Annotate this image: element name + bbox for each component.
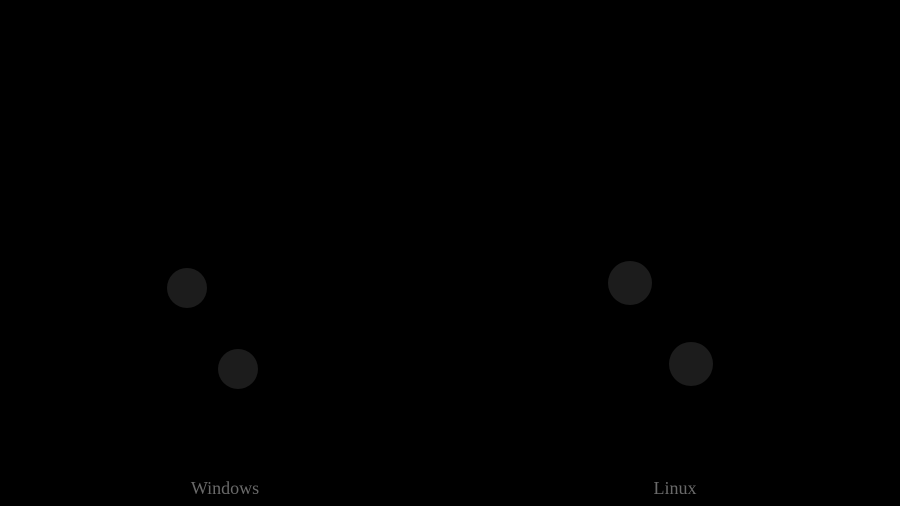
panel-linux: Linux <box>450 0 900 506</box>
panel-windows: Windows <box>0 0 450 506</box>
glyph-dot <box>669 342 713 386</box>
glyph-dot <box>608 261 652 305</box>
os-label: Linux <box>654 478 697 499</box>
glyph-dot <box>167 268 207 308</box>
os-label: Windows <box>191 478 259 499</box>
glyph-dot <box>218 349 258 389</box>
